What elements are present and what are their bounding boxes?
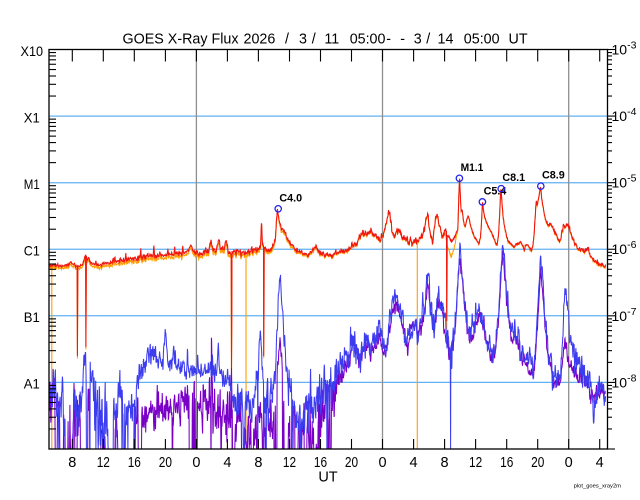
svg-text:11: 11 <box>324 32 339 48</box>
svg-text:8: 8 <box>68 455 76 471</box>
svg-text:X1: X1 <box>24 110 40 125</box>
svg-text:plot_goes_xray2m: plot_goes_xray2m <box>574 484 622 490</box>
svg-text:3: 3 <box>299 32 307 48</box>
svg-text:4: 4 <box>410 455 418 471</box>
svg-text:12: 12 <box>97 455 110 471</box>
svg-text:/: / <box>426 32 430 48</box>
svg-text:C1: C1 <box>24 244 40 259</box>
svg-text:20: 20 <box>345 455 358 471</box>
svg-text:A1: A1 <box>24 377 40 392</box>
svg-text:UT: UT <box>509 32 528 48</box>
svg-text:0: 0 <box>565 455 573 471</box>
svg-text:-: - <box>386 32 391 48</box>
svg-text:0: 0 <box>378 455 386 471</box>
svg-text:12: 12 <box>283 455 296 471</box>
svg-text:M1: M1 <box>24 177 40 192</box>
svg-text:M1.1: M1.1 <box>461 162 484 174</box>
svg-text:16: 16 <box>128 455 141 471</box>
svg-text:8: 8 <box>254 455 262 471</box>
svg-text:3: 3 <box>414 32 422 48</box>
svg-text:16: 16 <box>314 455 327 471</box>
svg-text:12: 12 <box>469 455 482 471</box>
svg-text:0: 0 <box>192 455 200 471</box>
svg-text:20: 20 <box>531 455 544 471</box>
svg-text:UT: UT <box>318 470 337 486</box>
svg-text:4: 4 <box>596 455 604 471</box>
svg-text:C8.1: C8.1 <box>502 172 525 184</box>
svg-text:C8.9: C8.9 <box>542 170 565 182</box>
svg-text:2026: 2026 <box>244 32 276 48</box>
svg-text:05:00: 05:00 <box>350 32 386 48</box>
svg-text:8: 8 <box>441 455 449 471</box>
svg-text:20: 20 <box>159 455 172 471</box>
svg-text:B1: B1 <box>24 310 40 325</box>
svg-text:05:00: 05:00 <box>464 32 500 48</box>
svg-text:/: / <box>312 32 316 48</box>
svg-text:/: / <box>285 32 289 48</box>
svg-text:16: 16 <box>500 455 513 471</box>
svg-text:C5.4: C5.4 <box>484 185 507 197</box>
svg-text:14: 14 <box>438 32 454 48</box>
svg-text:X10: X10 <box>21 44 44 59</box>
svg-text:GOES X-Ray Flux: GOES X-Ray Flux <box>123 32 239 48</box>
svg-text:C4.0: C4.0 <box>279 192 302 204</box>
svg-text:-: - <box>400 32 405 48</box>
svg-text:4: 4 <box>223 455 231 471</box>
